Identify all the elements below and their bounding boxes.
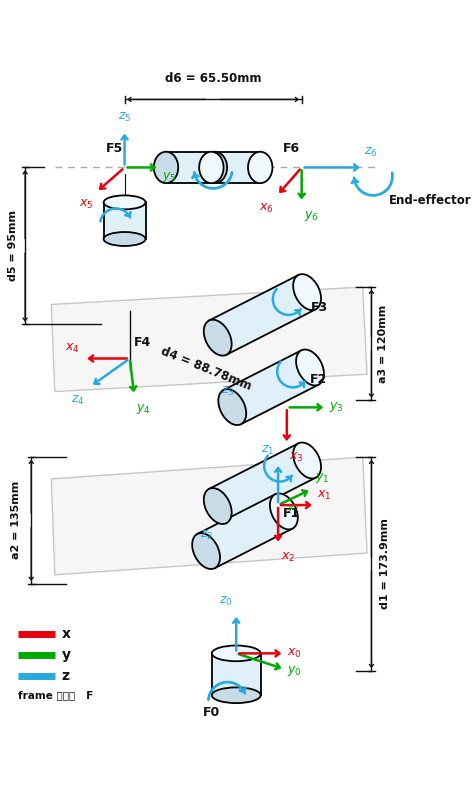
Text: $z_5$: $z_5$: [118, 110, 131, 124]
Text: $y_2$: $y_2$: [287, 502, 299, 514]
Polygon shape: [197, 494, 292, 568]
Ellipse shape: [212, 646, 261, 661]
Text: $y_1$: $y_1$: [315, 471, 329, 485]
Text: $z_4$: $z_4$: [71, 393, 84, 406]
Text: $y_5$: $y_5$: [162, 170, 177, 184]
Text: $y_0$: $y_0$: [287, 663, 301, 678]
Text: F2: F2: [310, 373, 327, 386]
Text: $y_6$: $y_6$: [304, 210, 319, 223]
Ellipse shape: [248, 152, 273, 183]
Text: $z_2$: $z_2$: [200, 530, 213, 542]
Text: $x_4$: $x_4$: [65, 342, 80, 355]
Text: F3: F3: [310, 301, 328, 314]
Polygon shape: [51, 287, 367, 392]
Text: $y_3$: $y_3$: [328, 401, 343, 414]
Text: $x_2$: $x_2$: [281, 551, 295, 564]
Polygon shape: [212, 654, 261, 696]
Text: $x_6$: $x_6$: [259, 202, 274, 215]
Ellipse shape: [293, 274, 321, 310]
Text: End-effector: End-effector: [389, 194, 472, 207]
Text: d6 = 65.50mm: d6 = 65.50mm: [165, 72, 261, 85]
Ellipse shape: [104, 232, 146, 246]
Text: $x_5$: $x_5$: [79, 198, 93, 211]
Ellipse shape: [219, 389, 246, 425]
Text: $z_1$: $z_1$: [261, 444, 274, 457]
Text: a3 = 120mm: a3 = 120mm: [378, 305, 388, 383]
Polygon shape: [51, 457, 367, 575]
Text: $z_6$: $z_6$: [365, 146, 378, 159]
Ellipse shape: [104, 195, 146, 210]
Text: $y_4$: $y_4$: [136, 402, 151, 416]
Text: F6: F6: [283, 142, 300, 155]
Text: F4: F4: [134, 336, 151, 349]
Ellipse shape: [212, 688, 261, 703]
Text: $x_1$: $x_1$: [318, 488, 332, 501]
Text: z: z: [62, 669, 70, 683]
Ellipse shape: [293, 442, 321, 479]
Ellipse shape: [296, 350, 324, 385]
Text: F0: F0: [203, 706, 220, 719]
Text: a2 = 135mm: a2 = 135mm: [11, 481, 21, 559]
Text: d4 = 88.78mm: d4 = 88.78mm: [158, 345, 253, 393]
Polygon shape: [224, 351, 319, 424]
Ellipse shape: [154, 152, 178, 183]
Text: $z_3$: $z_3$: [220, 385, 234, 398]
Ellipse shape: [270, 493, 298, 530]
Text: frame 坐标系   F: frame 坐标系 F: [18, 690, 93, 700]
Polygon shape: [209, 443, 316, 523]
Ellipse shape: [192, 533, 220, 569]
Text: y: y: [62, 648, 71, 662]
Polygon shape: [215, 152, 260, 183]
Text: x: x: [62, 627, 71, 642]
Text: d5 = 95mm: d5 = 95mm: [8, 210, 18, 281]
Polygon shape: [166, 152, 211, 183]
Text: F5: F5: [105, 142, 123, 155]
Text: F1: F1: [283, 507, 301, 521]
Text: $x_0$: $x_0$: [287, 647, 301, 660]
Polygon shape: [104, 202, 146, 239]
Text: $x_3$: $x_3$: [290, 451, 304, 464]
Ellipse shape: [199, 152, 224, 183]
Ellipse shape: [204, 320, 232, 355]
Ellipse shape: [203, 152, 227, 183]
Text: $z_0$: $z_0$: [219, 595, 233, 608]
Ellipse shape: [204, 488, 232, 524]
Polygon shape: [209, 275, 316, 355]
Text: d1 = 173.9mm: d1 = 173.9mm: [380, 518, 390, 609]
